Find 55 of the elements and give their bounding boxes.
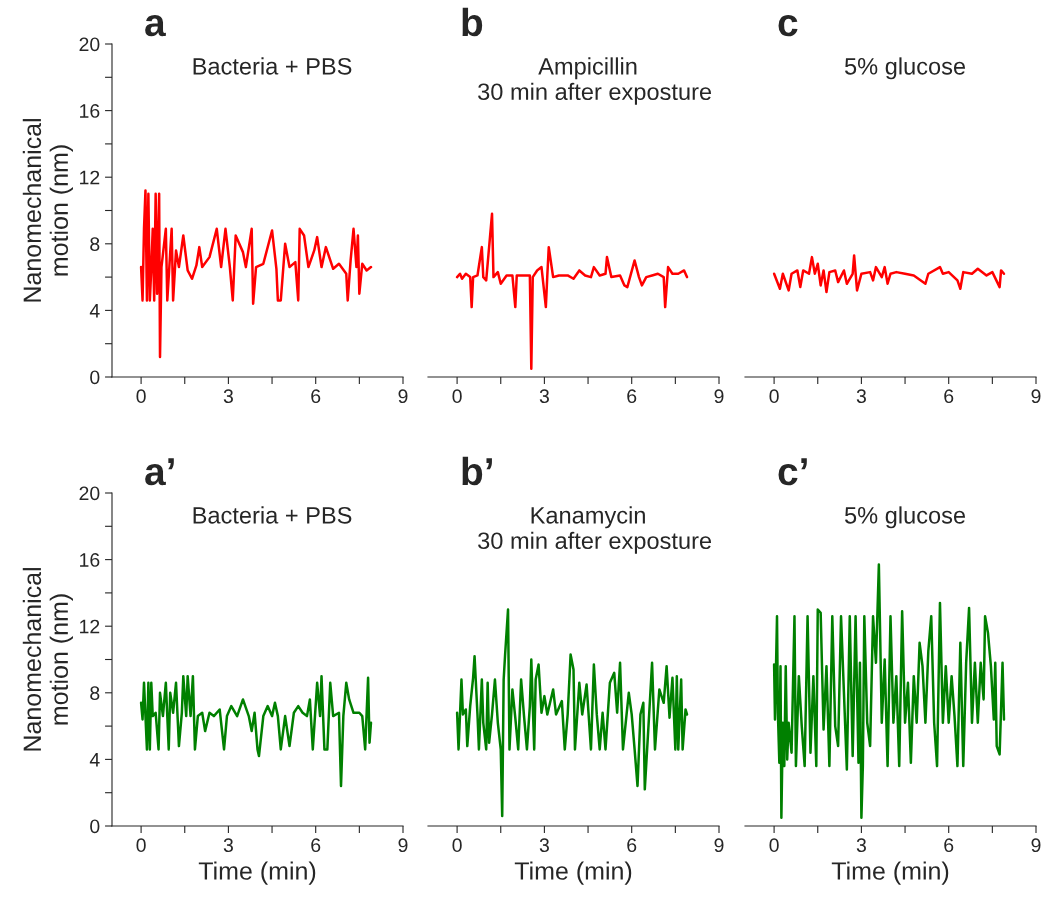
y-tick-label: 8 bbox=[90, 686, 100, 701]
chart-subtitle: Bacteria + PBS bbox=[193, 57, 352, 75]
chart-title: c’ bbox=[778, 458, 807, 486]
x-axis-title: Time (min) bbox=[198, 861, 316, 885]
x-tick-label: 3 bbox=[223, 838, 233, 853]
x-tick-label: 6 bbox=[627, 389, 637, 404]
line-series bbox=[139, 189, 373, 359]
x-tick-label: 3 bbox=[223, 389, 233, 404]
chart-title: c bbox=[778, 15, 798, 37]
y-tick-label: 0 bbox=[90, 370, 100, 385]
x-tick-label: 0 bbox=[136, 838, 146, 853]
y-tick-label: 0 bbox=[90, 819, 100, 834]
chart-title: b bbox=[462, 7, 483, 37]
x-tick-label: 9 bbox=[398, 389, 408, 404]
x-tick-label: 0 bbox=[452, 838, 462, 853]
x-tick-label: 0 bbox=[136, 389, 146, 404]
text: Kanamycin 30 min after exposture bbox=[478, 506, 712, 554]
x-tick-label: 9 bbox=[714, 389, 724, 404]
x-tick-label: 0 bbox=[769, 389, 779, 404]
y-axis-title: Nanomechanical motion (nm) bbox=[22, 119, 73, 302]
y-tick-label: 20 bbox=[79, 486, 100, 501]
y-tick-label: 12 bbox=[80, 170, 100, 185]
x-tick-label: 9 bbox=[1031, 389, 1041, 404]
y-tick-label: 12 bbox=[80, 619, 100, 634]
x-tick-label: 6 bbox=[311, 389, 321, 404]
x-tick-label: 0 bbox=[452, 389, 462, 404]
x-tick-label: 9 bbox=[714, 838, 724, 853]
x-tick-label: 3 bbox=[539, 838, 549, 853]
y-tick-label: 4 bbox=[89, 753, 100, 767]
x-tick-label: 9 bbox=[398, 838, 408, 853]
y-tick-label: 16 bbox=[80, 104, 100, 118]
x-tick-label: 6 bbox=[627, 838, 637, 853]
x-tick-label: 6 bbox=[944, 838, 954, 853]
x-tick-label: 6 bbox=[311, 838, 321, 853]
text: 5% glucose bbox=[844, 506, 966, 529]
y-tick-label: 4 bbox=[89, 304, 100, 318]
chart-title: a bbox=[145, 15, 166, 37]
y-tick-label: 20 bbox=[79, 37, 100, 52]
chart-title: a’ bbox=[145, 458, 174, 486]
y-tick-label: 16 bbox=[80, 553, 100, 567]
x-axis-title: Time (min) bbox=[514, 861, 632, 885]
y-axis-title: Nanomechanical motion (nm) bbox=[22, 568, 73, 751]
x-tick-label: 3 bbox=[856, 838, 866, 853]
x-tick-label: 3 bbox=[539, 389, 549, 404]
y-tick-label: 8 bbox=[90, 237, 100, 252]
line-series bbox=[139, 674, 373, 788]
x-tick-label: 3 bbox=[856, 389, 866, 404]
x-tick-label: 6 bbox=[944, 389, 954, 404]
x-tick-label: 9 bbox=[1031, 838, 1041, 853]
text: Ampicillin 30 min after exposture bbox=[478, 57, 712, 105]
text: 5% glucose bbox=[844, 57, 966, 80]
chart-title: b’ bbox=[462, 456, 492, 486]
chart-subtitle: Bacteria + PBS bbox=[193, 506, 352, 524]
x-axis-title: Time (min) bbox=[831, 861, 949, 885]
x-tick-label: 0 bbox=[769, 838, 779, 853]
